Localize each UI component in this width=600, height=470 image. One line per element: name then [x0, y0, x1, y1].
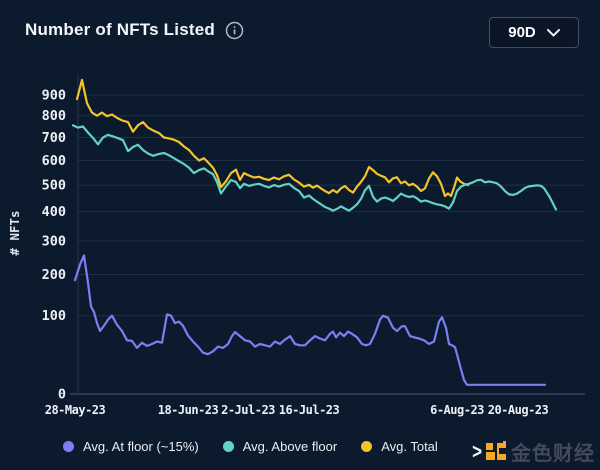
legend-dot-teal — [222, 441, 234, 452]
x-tick-label: 2-Jul-23 — [221, 403, 275, 417]
y-tick-label: 300 — [42, 234, 66, 250]
y-tick-label: 100 — [42, 308, 66, 324]
series-line-avg-total[interactable] — [75, 78, 470, 198]
x-tick-label: 16-Jul-23 — [279, 403, 340, 417]
page-title: Number of NFTs Listed — [25, 20, 215, 39]
chevron-down-icon — [546, 28, 560, 37]
y-tick-label: 700 — [42, 130, 66, 146]
y-axis-title: # NFTs — [7, 210, 22, 255]
time-range-value: 90D — [508, 24, 536, 41]
legend-item-avg-total[interactable]: Avg. Total — [361, 439, 438, 454]
y-tick-label: 200 — [42, 267, 66, 283]
y-tick-label: 0 — [58, 387, 66, 403]
x-axis-labels: 28-May-23 18-Jun-23 2-Jul-23 16-Jul-23 6-Aug… — [45, 403, 549, 417]
legend-label: Avg. Above floor — [242, 439, 338, 454]
time-range-selector[interactable]: 90D — [489, 17, 579, 48]
info-circle-icon[interactable] — [225, 21, 244, 40]
y-grid: 0 100 200 300 400 500 600 700 800 900 — [42, 88, 585, 403]
x-tick-label: 20-Aug-23 — [488, 403, 549, 417]
chart-header: Number of NFTs Listed — [25, 20, 244, 40]
y-tick-label: 800 — [42, 108, 66, 124]
y-tick-label: 600 — [42, 153, 66, 169]
y-tick-label: 500 — [42, 178, 66, 194]
chart-legend: Avg. At floor (~15%) Avg. Above floor Av… — [63, 439, 438, 454]
legend-scroll-right-icon[interactable]: > — [472, 439, 482, 464]
x-tick-label: 18-Jun-23 — [158, 403, 219, 417]
x-tick-label: 6-Aug-23 — [430, 403, 484, 417]
legend-label: Avg. Total — [381, 439, 438, 454]
legend-dot-yellow — [361, 441, 373, 452]
legend-item-avg-at-floor[interactable]: Avg. At floor (~15%) — [63, 439, 199, 454]
jinse-finance-logo-icon — [485, 440, 508, 463]
series-line-avg-at-floor[interactable] — [73, 254, 547, 386]
legend-dot-purple — [63, 441, 74, 452]
legend-item-avg-above-floor[interactable]: Avg. Above floor — [222, 439, 338, 454]
watermark-text: 金色财经 — [511, 441, 595, 465]
x-tick-label: 28-May-23 — [45, 403, 106, 417]
watermark: > 金色财经 — [472, 437, 595, 466]
y-tick-label: 900 — [42, 88, 66, 104]
series-line-avg-above-floor[interactable] — [71, 124, 558, 212]
legend-label: Avg. At floor (~15%) — [83, 439, 199, 454]
y-tick-label: 400 — [42, 204, 66, 220]
